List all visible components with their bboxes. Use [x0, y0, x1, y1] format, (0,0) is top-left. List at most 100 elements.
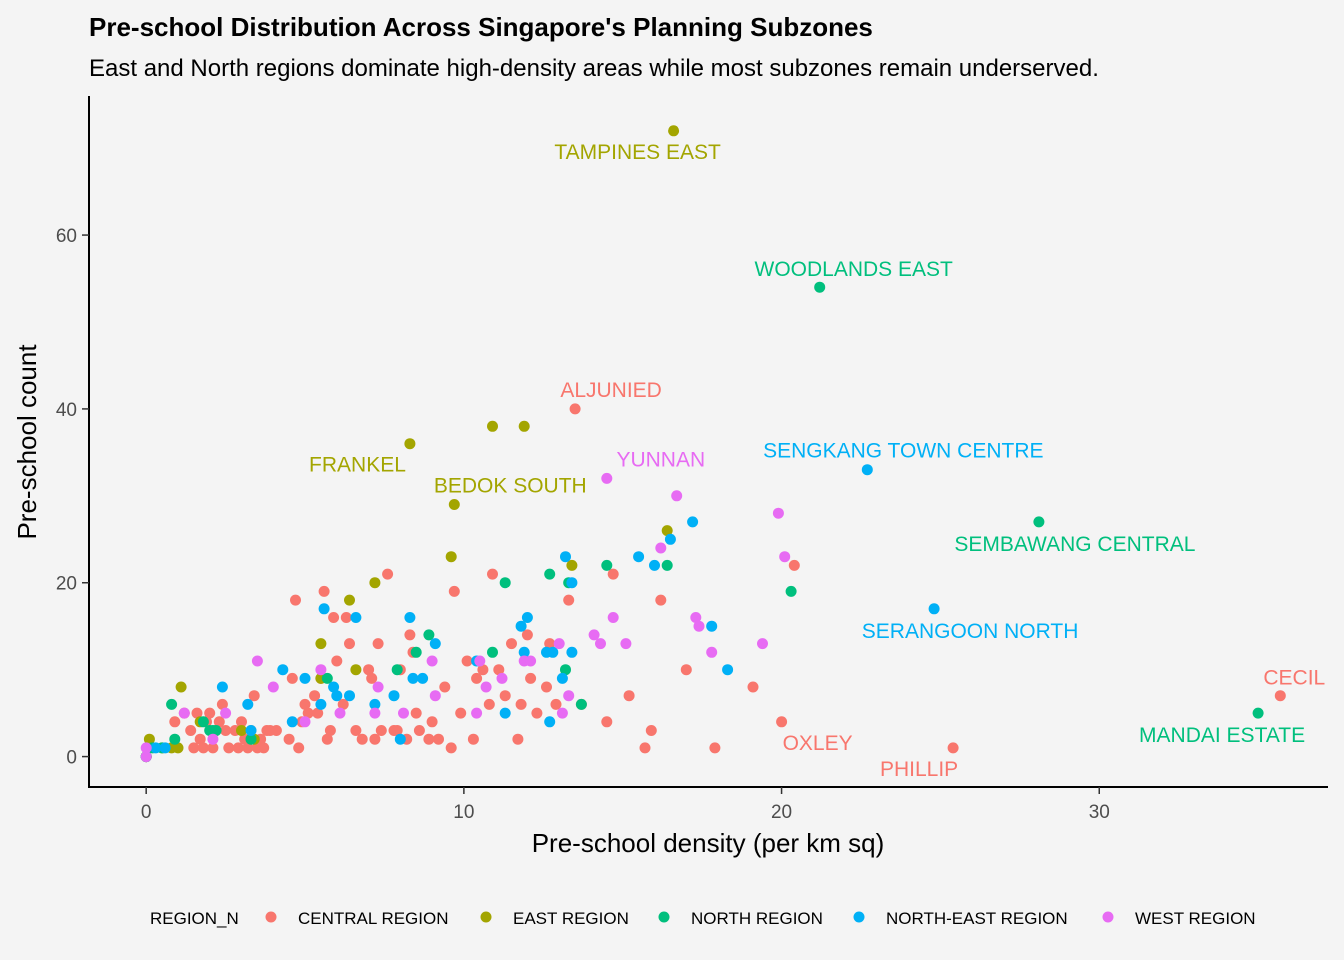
x-tick-label: 30 [1089, 802, 1110, 823]
data-point [455, 707, 467, 719]
data-point [445, 742, 457, 754]
data-point [391, 725, 403, 736]
data-point [722, 664, 734, 676]
data-point [204, 707, 216, 719]
data-point [861, 464, 873, 476]
data-points [140, 125, 1286, 763]
legend-label: NORTH-EAST REGION [886, 909, 1068, 928]
y-tick-label: 0 [66, 748, 77, 769]
data-point [560, 664, 571, 676]
data-point [350, 725, 362, 736]
data-point [512, 733, 524, 745]
data-point [772, 507, 784, 519]
data-point [331, 690, 343, 702]
data-point [207, 742, 219, 754]
data-point [194, 733, 206, 745]
data-point [645, 725, 657, 736]
data-point [290, 594, 301, 606]
data-point [429, 638, 441, 650]
data-point [487, 568, 498, 580]
point-label: MANDAI ESTATE [1139, 724, 1305, 747]
data-point [413, 725, 425, 736]
data-point [521, 612, 533, 623]
chart-title: Pre-school Distribution Across Singapore… [89, 12, 873, 42]
data-point [340, 612, 352, 623]
data-point [515, 620, 527, 632]
data-point [471, 707, 483, 719]
legend-key [480, 911, 492, 923]
data-point [321, 733, 333, 745]
legend-label: CENTRAL REGION [298, 909, 449, 928]
data-point [680, 664, 692, 676]
data-point [344, 594, 355, 606]
point-label: BEDOK SOUTH [434, 475, 587, 498]
data-point [499, 707, 511, 719]
data-point [159, 742, 171, 754]
data-point [448, 585, 460, 597]
data-point [188, 742, 200, 754]
data-point [337, 698, 349, 710]
data-point [547, 646, 559, 658]
data-point [423, 629, 435, 641]
data-point [515, 698, 527, 710]
data-point [309, 690, 321, 702]
data-point [372, 638, 384, 650]
y-tick-label: 20 [56, 574, 77, 595]
data-point [334, 707, 346, 719]
data-point [575, 698, 587, 710]
data-point [210, 725, 222, 736]
legend-entry: NORTH REGION [658, 909, 823, 928]
point-label: ALJUNIED [560, 379, 662, 402]
data-point [410, 707, 422, 719]
data-point [668, 125, 680, 137]
data-point [518, 646, 530, 658]
legend-entry: CENTRAL REGION [265, 909, 449, 928]
data-point [471, 672, 483, 684]
data-point [566, 577, 578, 589]
data-point [318, 603, 330, 615]
data-point [776, 716, 788, 728]
data-point [687, 516, 699, 528]
chart-subtitle: East and North regions dominate high-den… [89, 55, 1099, 82]
data-point [544, 568, 556, 580]
data-point [1274, 690, 1286, 702]
legend-label: EAST REGION [513, 909, 629, 928]
data-point [315, 698, 327, 710]
point-label: SERANGOON NORTH [862, 620, 1079, 643]
legend-key [265, 911, 277, 923]
point-label: TAMPINES EAST [554, 141, 721, 164]
data-point [267, 681, 279, 693]
legend-key [658, 911, 670, 923]
data-point [518, 420, 530, 432]
data-point [328, 681, 340, 693]
data-point [398, 707, 409, 719]
data-point [185, 725, 197, 736]
data-point [242, 742, 254, 754]
data-point [236, 716, 247, 728]
data-point [493, 664, 505, 676]
data-point [569, 403, 581, 415]
data-point [394, 733, 406, 745]
data-point [220, 725, 232, 736]
data-point [286, 716, 298, 728]
data-point [404, 629, 416, 641]
point-label: WOODLANDS EAST [755, 258, 954, 281]
data-point [556, 672, 568, 684]
data-point [372, 681, 384, 693]
x-tick-label: 20 [771, 802, 792, 823]
point-label: CECIL [1263, 667, 1325, 690]
data-point [236, 725, 247, 736]
data-point [928, 603, 940, 615]
y-axis-title: Pre-school count [12, 344, 42, 540]
data-point [595, 638, 606, 650]
data-point [706, 646, 718, 658]
data-point [496, 672, 508, 684]
data-point [223, 742, 235, 754]
data-point [293, 742, 305, 754]
data-point [366, 672, 378, 684]
data-point [245, 733, 257, 745]
data-point [544, 716, 556, 728]
data-point [328, 612, 340, 623]
data-point [563, 690, 575, 702]
